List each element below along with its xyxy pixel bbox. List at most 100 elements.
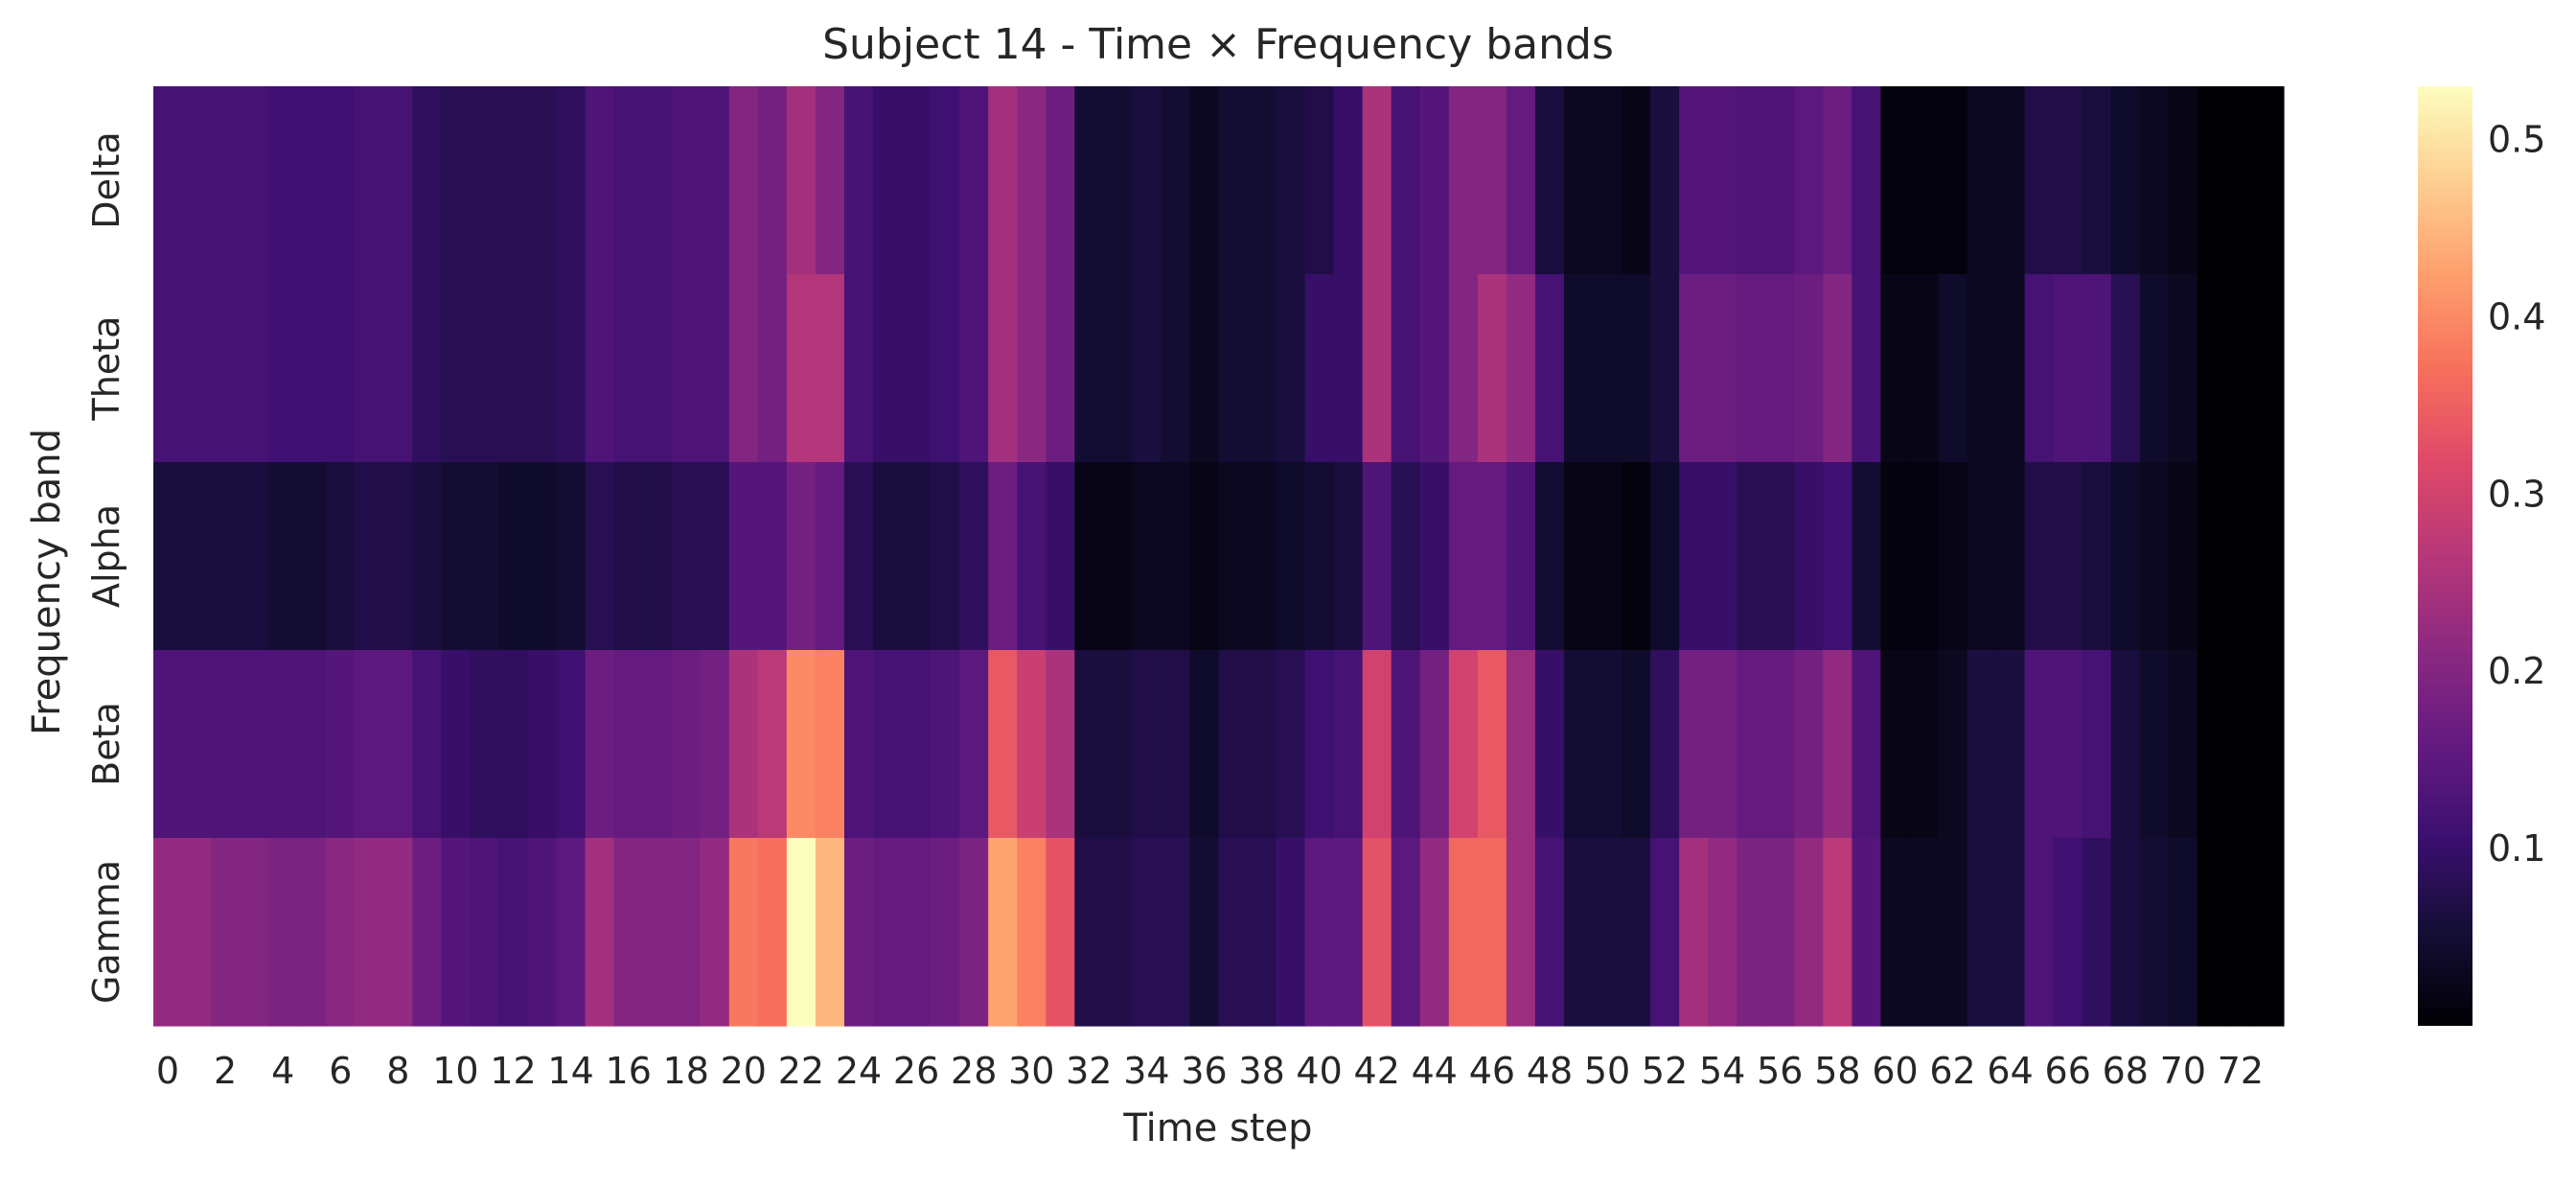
x-tick-label-66: 66: [2045, 1050, 2091, 1092]
heatmap-cell-gamma-63: [1966, 838, 1997, 1027]
heatmap-cell-gamma-52: [1650, 838, 1680, 1027]
heatmap-cell-gamma-37: [1218, 838, 1249, 1027]
heatmap-cell-gamma-49: [1563, 838, 1594, 1027]
heatmap-cell-gamma-41: [1333, 838, 1364, 1027]
heatmap-cell-gamma-3: [240, 838, 269, 1027]
heatmap-cell-beta-61: [1909, 650, 1940, 839]
heatmap-cell-alpha-52: [1650, 462, 1680, 651]
heatmap-cell-delta-40: [1304, 86, 1335, 275]
heatmap-cell-alpha-3: [240, 462, 269, 651]
heatmap-cell-beta-0: [153, 650, 183, 839]
heatmap-cell-gamma-27: [931, 838, 960, 1027]
heatmap-cell-alpha-2: [211, 462, 241, 651]
y-tick-label-alpha: Alpha: [85, 504, 127, 608]
heatmap-cell-theta-7: [355, 274, 384, 463]
heatmap-cell-alpha-42: [1362, 462, 1392, 651]
heatmap-cell-delta-54: [1708, 86, 1737, 275]
heatmap-cell-theta-29: [988, 274, 1018, 463]
heatmap-cell-theta-8: [383, 274, 413, 463]
heatmap-cell-beta-1: [182, 650, 212, 839]
heatmap-cell-beta-63: [1966, 650, 1997, 839]
heatmap-cell-theta-4: [268, 274, 298, 463]
heatmap-cell-gamma-42: [1362, 838, 1392, 1027]
x-tick-label-16: 16: [606, 1050, 652, 1092]
x-tick-label-52: 52: [1642, 1050, 1688, 1092]
x-tick-labels: 0 2 4 6 8 10 12 14 16 18 20 22 24 26 28 30 32 34 36 38 40 42 4…: [156, 1050, 2264, 1092]
heatmap-cell-theta-35: [1161, 274, 1191, 463]
heatmap-cell-gamma-29: [988, 838, 1018, 1027]
heatmap-cell-alpha-7: [355, 462, 384, 651]
heatmap-cell-gamma-36: [1189, 838, 1220, 1027]
heatmap-cell-gamma-73: [2254, 838, 2285, 1027]
heatmap-cell-theta-40: [1304, 274, 1335, 463]
heatmap-cell-delta-12: [498, 86, 529, 275]
heatmap-cell-theta-46: [1477, 274, 1507, 463]
y-tick-label-theta: Theta: [85, 316, 127, 422]
heatmap-cell-theta-1: [182, 274, 212, 463]
colorbar-tick-label-0.4: 0.4: [2488, 295, 2545, 337]
heatmap-cell-delta-65: [2024, 86, 2055, 275]
heatmap-cell-alpha-73: [2254, 462, 2285, 651]
heatmap-cell-gamma-34: [1132, 838, 1162, 1027]
heatmap-cell-delta-71: [2196, 86, 2227, 275]
heatmap-cell-delta-39: [1276, 86, 1306, 275]
heatmap-cell-beta-23: [815, 650, 845, 839]
heatmap-cell-delta-48: [1534, 86, 1565, 275]
heatmap-cell-theta-20: [728, 274, 759, 463]
heatmap-cell-delta-55: [1736, 86, 1766, 275]
heatmap-cell-delta-43: [1391, 86, 1421, 275]
heatmap-cell-alpha-14: [556, 462, 586, 651]
heatmap-cell-theta-11: [470, 274, 500, 463]
heatmap-cell-beta-68: [2110, 650, 2141, 839]
heatmap-cell-theta-5: [297, 274, 327, 463]
heatmap-cell-beta-37: [1218, 650, 1249, 839]
heatmap-cell-alpha-17: [642, 462, 673, 651]
heatmap-cell-theta-62: [1938, 274, 1968, 463]
heatmap-cell-alpha-68: [2110, 462, 2141, 651]
heatmap-cell-delta-17: [642, 86, 673, 275]
heatmap-cell-theta-55: [1736, 274, 1766, 463]
colorbar-tick-label-0.2: 0.2: [2488, 650, 2545, 692]
heatmap-cell-beta-70: [2168, 650, 2198, 839]
x-tick-label-22: 22: [778, 1050, 824, 1092]
heatmap-cell-beta-69: [2139, 650, 2170, 839]
heatmap-cell-delta-29: [988, 86, 1018, 275]
heatmap-cell-delta-46: [1477, 86, 1507, 275]
heatmap-cell-gamma-17: [642, 838, 673, 1027]
heatmap-cell-delta-15: [585, 86, 615, 275]
colorbar-gradient: [2418, 86, 2472, 1026]
heatmap-cell-theta-13: [527, 274, 558, 463]
heatmap-cell-alpha-4: [268, 462, 298, 651]
x-tick-label-18: 18: [663, 1050, 709, 1092]
heatmap-cell-beta-13: [527, 650, 558, 839]
heatmap-cell-theta-71: [2196, 274, 2227, 463]
heatmap-cell-alpha-23: [815, 462, 845, 651]
heatmap-cell-theta-22: [786, 274, 816, 463]
heatmap-cell-alpha-67: [2082, 462, 2112, 651]
x-tick-label-34: 34: [1123, 1050, 1169, 1092]
heatmap-cell-delta-1: [182, 86, 212, 275]
heatmap-cell-gamma-25: [873, 838, 903, 1027]
heatmap-cell-alpha-8: [383, 462, 413, 651]
x-tick-label-14: 14: [547, 1050, 593, 1092]
heatmap-cell-theta-0: [153, 274, 183, 463]
heatmap-cell-delta-49: [1563, 86, 1594, 275]
heatmap-cell-beta-21: [757, 650, 788, 839]
heatmap-cell-theta-6: [326, 274, 356, 463]
heatmap-cell-alpha-65: [2024, 462, 2055, 651]
heatmap-cell-beta-52: [1650, 650, 1680, 839]
heatmap-cell-theta-16: [613, 274, 644, 463]
heatmap-cell-gamma-50: [1593, 838, 1622, 1027]
heatmap-cell-beta-65: [2024, 650, 2055, 839]
heatmap-cell-theta-15: [585, 274, 615, 463]
heatmap-cell-theta-51: [1622, 274, 1651, 463]
heatmap-cell-beta-34: [1132, 650, 1162, 839]
heatmap-cell-gamma-21: [757, 838, 788, 1027]
heatmap-cell-delta-73: [2254, 86, 2285, 275]
heatmap-cell-gamma-65: [2024, 838, 2055, 1027]
heatmap-cell-gamma-4: [268, 838, 298, 1027]
x-tick-label-48: 48: [1527, 1050, 1573, 1092]
heatmap-cell-gamma-72: [2225, 838, 2256, 1027]
heatmap-cell-beta-67: [2082, 650, 2112, 839]
heatmap-cell-delta-35: [1161, 86, 1191, 275]
